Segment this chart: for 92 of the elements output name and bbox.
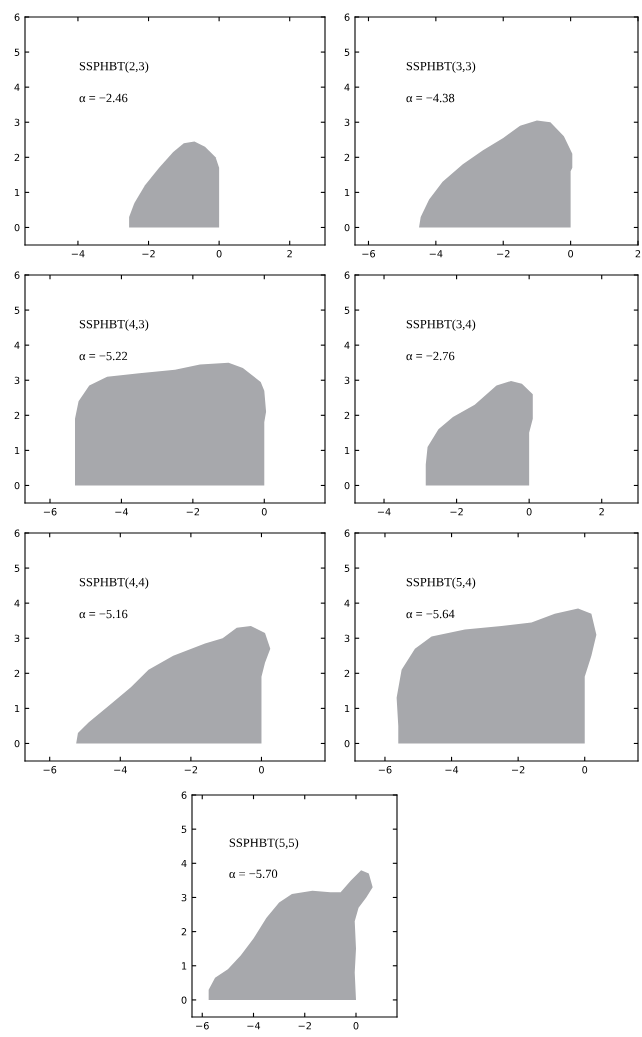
- y-tick-label: 2: [344, 411, 350, 419]
- annotation: SSPHBT(4,3): [79, 319, 149, 331]
- y-tick-label: 6: [344, 13, 350, 21]
- x-tick-label: 0: [216, 250, 222, 258]
- x-tick-label: −2: [298, 1022, 311, 1030]
- y-tick-label: 0: [14, 223, 20, 232]
- y-tick-label: 6: [181, 791, 187, 799]
- y-tick-label: 4: [14, 341, 20, 349]
- annotation: α = −5.64: [406, 609, 455, 619]
- x-tick-label: −2: [184, 766, 198, 774]
- y-tick-label: 6: [14, 271, 20, 279]
- y-tick-label: 5: [344, 564, 350, 572]
- y-tick-label: 0: [14, 481, 20, 490]
- y-tick-label: 3: [14, 634, 20, 643]
- y-tick-label: 2: [181, 928, 187, 936]
- y-tick-label: 3: [344, 118, 350, 127]
- annotation: SSPHBT(5,5): [229, 838, 299, 850]
- y-tick-label: 0: [181, 996, 187, 1004]
- y-tick-label: 4: [14, 599, 20, 607]
- x-tick-label: 0: [353, 1022, 359, 1030]
- annotation: α = −5.22: [79, 351, 128, 361]
- y-tick-label: 6: [14, 529, 20, 537]
- y-tick-label: 0: [344, 481, 350, 490]
- y-tick-label: 1: [345, 446, 350, 455]
- y-tick-label: 2: [14, 669, 20, 677]
- x-tick-label: 0: [259, 766, 264, 774]
- annotation: α = −2.46: [79, 93, 128, 103]
- x-tick-label: −4: [71, 250, 85, 258]
- x-tick-label: 2: [599, 508, 604, 516]
- y-tick-label: 2: [14, 411, 20, 419]
- x-tick-label: −4: [377, 508, 391, 516]
- x-tick-label: −2: [497, 250, 510, 258]
- y-tick-label: 2: [344, 153, 350, 161]
- y-tick-label: 5: [344, 48, 350, 56]
- x-tick-label: −2: [512, 766, 525, 774]
- y-tick-label: 4: [181, 859, 187, 867]
- x-tick-label: 0: [568, 250, 574, 258]
- x-tick-label: −2: [142, 250, 155, 258]
- y-tick-label: 2: [344, 669, 350, 677]
- y-tick-label: 6: [14, 13, 20, 21]
- x-tick-label: 2: [287, 250, 292, 258]
- y-tick-label: 5: [14, 306, 20, 314]
- annotation: α = −4.38: [406, 93, 455, 103]
- y-tick-label: 0: [14, 739, 20, 748]
- y-tick-label: 3: [181, 893, 187, 902]
- annotation: α = −5.70: [229, 869, 278, 879]
- y-tick-label: 6: [344, 271, 350, 279]
- y-tick-label: 5: [344, 306, 350, 314]
- y-tick-label: 6: [344, 529, 350, 537]
- annotation: SSPHBT(3,3): [406, 61, 476, 73]
- annotation: SSPHBT(4,4): [79, 577, 149, 589]
- x-tick-label: −6: [43, 508, 57, 516]
- annotation: α = −2.76: [406, 351, 455, 361]
- y-tick-label: 0: [344, 739, 350, 748]
- y-tick-label: 1: [345, 704, 350, 713]
- y-tick-label: 2: [14, 153, 20, 161]
- x-tick-label: −4: [114, 766, 127, 774]
- y-tick-label: 1: [15, 704, 20, 713]
- x-tick-label: 2: [635, 250, 641, 258]
- y-tick-label: 4: [14, 83, 20, 91]
- x-tick-label: −4: [429, 250, 443, 258]
- y-tick-label: 1: [15, 188, 20, 197]
- y-tick-label: 1: [15, 446, 20, 455]
- y-tick-label: 5: [14, 564, 20, 572]
- annotation: α = −5.16: [79, 609, 128, 619]
- y-tick-label: 5: [14, 48, 20, 56]
- x-tick-label: −2: [450, 508, 463, 516]
- x-tick-label: 0: [582, 766, 588, 774]
- y-tick-label: 4: [344, 341, 350, 349]
- y-tick-label: 1: [182, 962, 187, 970]
- annotation: SSPHBT(3,4): [406, 319, 476, 331]
- y-tick-label: 4: [344, 83, 350, 91]
- x-tick-label: −2: [186, 508, 200, 516]
- x-tick-label: 0: [261, 508, 267, 516]
- annotation: SSPHBT(2,3): [79, 61, 149, 73]
- y-tick-label: 3: [14, 376, 20, 385]
- x-tick-label: −6: [378, 766, 392, 774]
- x-tick-label: −6: [43, 766, 57, 774]
- y-tick-label: 1: [345, 188, 350, 197]
- y-tick-label: 3: [344, 376, 350, 385]
- x-tick-label: 0: [526, 508, 532, 516]
- y-tick-label: 0: [344, 223, 350, 232]
- y-tick-label: 4: [344, 599, 350, 607]
- y-tick-label: 5: [181, 825, 187, 833]
- x-tick-label: −4: [445, 766, 459, 774]
- y-tick-label: 3: [344, 634, 350, 643]
- x-tick-label: −4: [247, 1022, 261, 1030]
- y-tick-label: 3: [14, 118, 20, 127]
- x-tick-label: −6: [362, 250, 376, 258]
- annotation: SSPHBT(5,4): [406, 577, 476, 589]
- x-tick-label: −6: [196, 1022, 209, 1030]
- x-tick-label: −4: [115, 508, 129, 516]
